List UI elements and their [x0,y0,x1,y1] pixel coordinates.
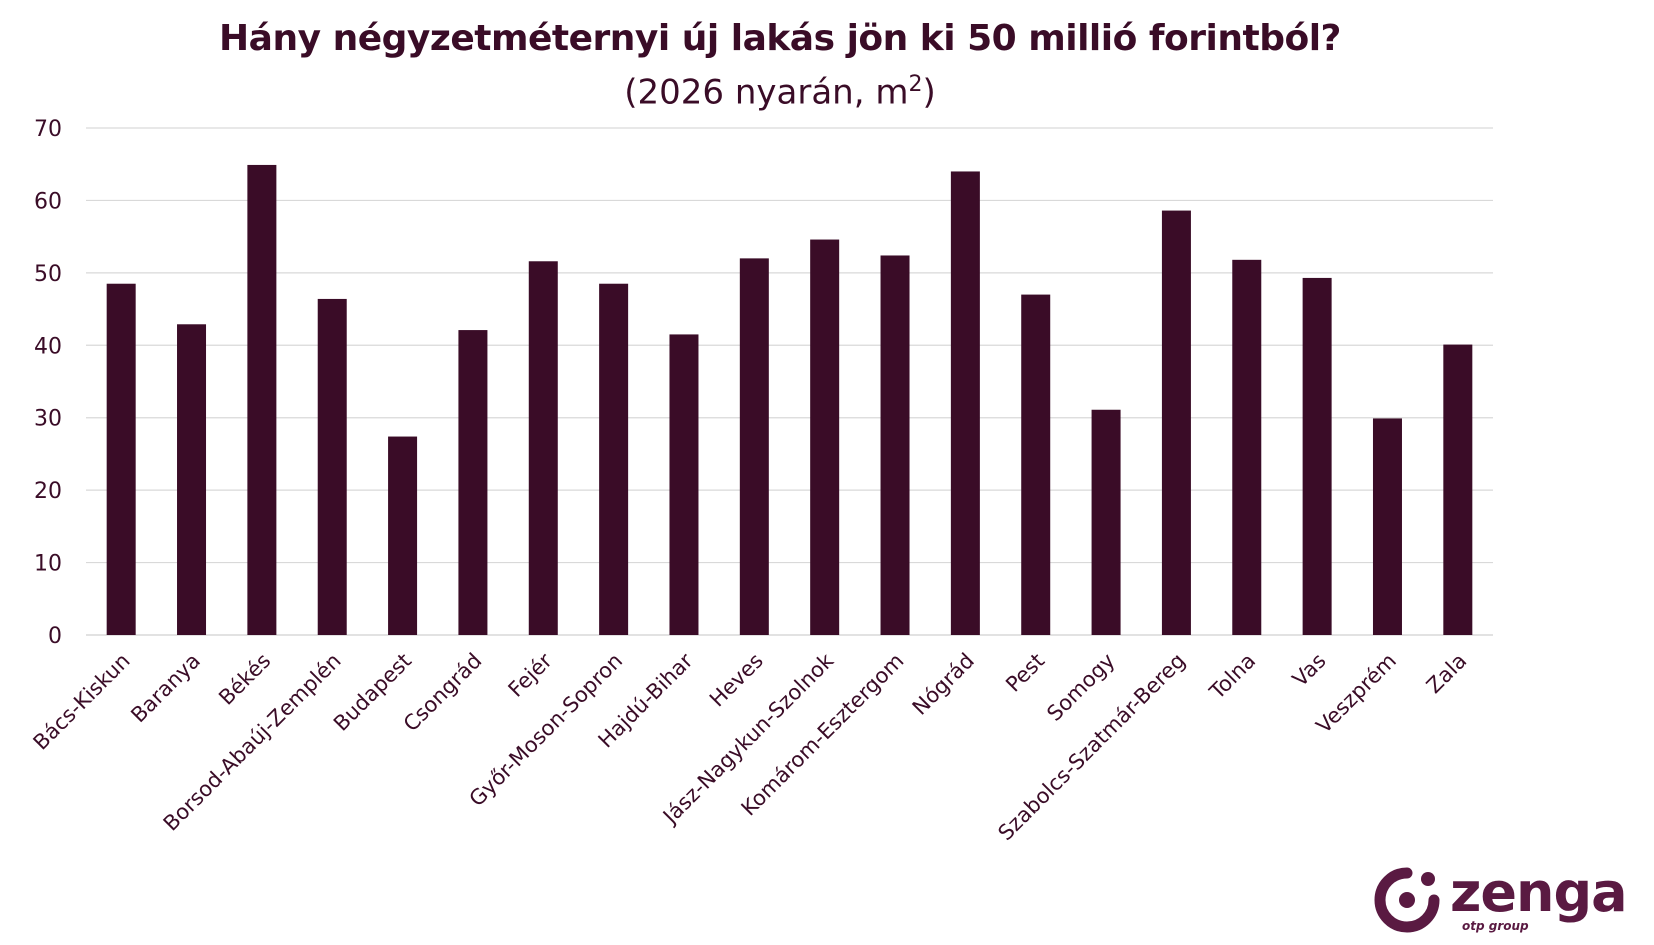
y-tick-label: 20 [34,479,62,504]
x-tick-label: Békés [214,649,275,710]
zenga-logo-icon [1374,867,1440,933]
bar-Veszprém [1372,418,1402,635]
bar-Heves [739,258,769,635]
bar-Hajdú-Bihar [669,334,699,635]
bar-Bács-Kiskun [106,283,136,635]
bar-Borsod-Abaúj-Zemplén [317,298,347,635]
bars [106,164,1473,636]
bar-Somogy [1091,409,1121,635]
y-tick-label: 30 [34,407,62,432]
y-tick-label: 10 [34,552,62,577]
bar-Fejér [528,261,558,635]
bar-Budapest [388,436,418,635]
bar-Csongrád [458,330,488,635]
bar-Zala [1443,344,1473,635]
chart-subtitle: (2026 nyarán, m2) [624,72,936,113]
logo-wordmark: zenga [1450,861,1628,924]
bar-Baranya [177,324,207,635]
x-tick-label: Heves [705,649,768,712]
zenga-logo: zenga otp group [1372,861,1632,937]
x-tick-label: Zala [1422,649,1471,698]
x-tick-label: Baranya [126,649,205,728]
x-tick-label: Bács-Kiskun [29,649,135,755]
y-tick-label: 40 [34,334,62,359]
x-tick-label: Tolna [1204,649,1260,705]
y-tick-label: 0 [48,624,62,649]
x-tick-label: Nógrád [908,649,979,720]
x-tick-label: Vas [1288,649,1331,692]
logo-tagline: otp group [1462,919,1529,933]
y-tick-label: 60 [34,189,62,214]
x-tick-label: Pest [1001,649,1049,697]
bar-Pest [1021,294,1051,635]
y-tick-label: 50 [34,262,62,287]
bar-Vas [1302,277,1332,635]
bar-Tolna [1232,259,1262,635]
bar-Komárom-Esztergom [880,255,910,635]
bar-Békés [247,164,277,635]
y-axis-ticks: 0 10 20 30 40 50 60 70 [34,117,62,649]
bar-Győr-Moson-Sopron [599,283,629,635]
bar-Nógrád [950,171,980,635]
gridlines [86,127,1493,636]
bar-Szabolcs-Szatmár-Bereg [1161,210,1191,635]
x-tick-label: Fejér [504,648,557,701]
y-tick-label: 70 [34,117,62,142]
chart-title: Hány négyzetméternyi új lakás jön ki 50 … [219,18,1341,59]
bar-Jász-Nagykun-Szolnok [810,239,840,636]
